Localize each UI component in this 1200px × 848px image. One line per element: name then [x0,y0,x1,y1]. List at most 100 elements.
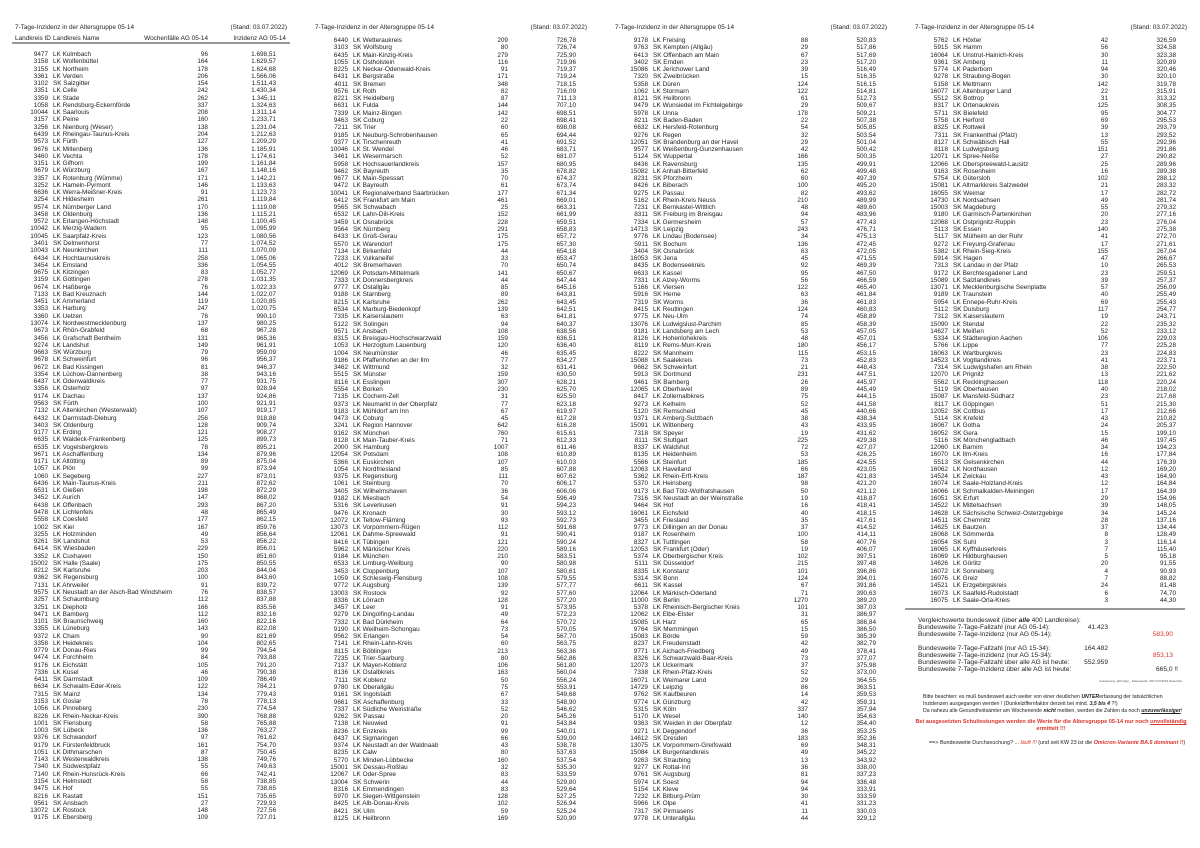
cases-all-label: Bundesweite 7-Tage-Fallzahl über alle AG… [918,659,1070,666]
incidence: 580,98 [556,560,576,568]
table-row: 7132 LK Altenkirchen (Westerwald) 107 919,1… [0,407,300,414]
table-row: 14713 SK Leipzig 243 476,71 [600,226,900,233]
table-row: 16075 LK Saale-Orla-Kreis 3 44,30 [900,597,1200,604]
landkreis-name: SK Memmingen [653,625,699,633]
incidence: 276,04 [1156,218,1176,226]
landkreis-name: SK Worms [653,298,684,306]
table-row: 5762 LK Höxter 42 326,59 [900,37,1200,44]
table-row: 9773 LK Dillingen an der Donau 37 414,52 [600,524,900,531]
landkreis-id: 10042 [30,225,48,233]
landkreis-name: LK Rostock [53,807,86,815]
weekly-cases: 48 [800,204,808,212]
weekly-cases: 122 [197,683,208,691]
weekly-cases: 136 [797,240,808,248]
weekly-cases: 85 [500,284,508,292]
table-row: 14628 LK Sächsische Schweiz-Osterzgebirge… [900,510,1200,517]
table-row: 15091 LK Wittenberg 43 433,95 [600,422,900,429]
table-row: 14625 LK Bautzen 37 134,44 [900,524,1200,531]
weekly-cases: 99 [200,465,208,473]
weekly-cases: 23 [1100,269,1108,277]
table-row: 5558 LK Coesfeld 177 862,15 [0,516,300,523]
table-row: 9190 LK Weilheim-Schongau 73 570,05 [300,626,600,633]
landkreis-name: LK Prignitz [953,371,984,379]
table-row: 8315 LK Breisgau-Hochschwarzwald 159 636,51 [300,335,600,342]
table-row: 9180 LK Garmisch-Partenkirchen 20 277,16 [900,211,1200,218]
incidence: 793,88 [256,654,276,662]
incidence: 526,94 [556,800,576,808]
weekly-cases: 36 [800,764,808,771]
table-row: 5758 LK Herford 69 295,53 [900,117,1200,124]
incidence: 418,15 [856,509,876,517]
weekly-cases: 90 [500,560,508,568]
table-row: 1003 SK Lübeck 136 763,27 [0,727,300,734]
weekly-cases: 171 [197,174,208,182]
incidence: 719,96 [556,58,576,66]
landkreis-id: 12064 [630,589,648,597]
landkreis-id: 7331 [633,276,648,284]
table-row: 15082 LK Anhalt-Bitterfeld 62 499,48 [600,168,900,175]
incidence: 448,43 [856,364,876,372]
weekly-cases: 144 [497,102,508,110]
landkreis-name: LK Peine [53,116,79,124]
incidence: 1.020,75 [251,305,276,313]
incidence-0514-label: Bundesweite 7-Tage-Inzidenz (nur AG 05-1… [918,631,1052,638]
incidence: 961,91 [256,341,276,349]
weekly-cases: 307 [497,378,508,386]
table-row: 10042 LK Merzig-Wadern 95 1.095,99 [0,225,300,232]
landkreis-name: LK Vulkaneifel [353,255,394,263]
conclusion-line: ==> Bundesweite Durchseuchung? ... läuft… [929,740,1185,746]
incidence: 364,55 [856,676,876,684]
weekly-cases: 82 [500,87,508,95]
weekly-cases: 109 [197,676,208,684]
weekly-cases: 54 [500,633,508,641]
weekly-cases: 461 [497,196,508,204]
landkreis-id: 16054 [930,538,948,546]
landkreis-name: LK Calw [353,749,377,757]
incidence: 540,01 [556,727,576,735]
weekly-cases: 49 [800,749,808,757]
landkreis-name: LK Steinfurt [653,458,687,466]
incidence: 643,45 [556,298,576,306]
weekly-cases: 89 [500,291,508,299]
incidence: 289,96 [1156,160,1176,168]
table-row: 8119 LK Rems-Murr-Kreis 180 456,17 [600,342,900,349]
weekly-cases: 642 [497,422,508,430]
incidence: 315,91 [1156,87,1176,95]
warning-text: Bei ausgesetzten Schultestungen werden d… [915,719,1151,725]
table-row: 6414 SK Wiesbaden 229 856,01 [0,545,300,552]
weekly-cases: 108 [497,327,508,335]
landkreis-name: LK Merzig-Wadern [53,225,107,233]
landkreis-id: 9461 [633,378,648,386]
landkreis-id: 9178 [633,37,648,44]
landkreis-name: SK Offenbach am Main [653,51,719,59]
landkreis-id: 5711 [934,109,948,117]
landkreis-id: 9574 [33,203,48,211]
landkreis-id: 9187 [633,531,648,539]
table-row: 7138 LK Neuwied 91 543,84 [300,720,600,727]
landkreis-name: SK Berlin [653,596,680,604]
table-row: 3157 LK Peine 160 1.233,71 [0,116,300,123]
table-row: 9271 LK Deggendorf 36 353,25 [600,728,900,735]
weekly-cases: 17 [1100,487,1108,495]
weekly-cases: 225 [797,436,808,444]
landkreis-name: SK Würzburg [53,349,92,357]
weekly-cases: 31 [1100,95,1108,103]
table-row: 8127 LK Schwäbisch Hall 55 292,96 [900,139,1200,146]
table-row: 5124 SK Wuppertal 166 500,35 [600,153,900,160]
landkreis-id: 10046 [330,146,348,154]
weekly-cases: 37 [1100,524,1108,532]
weekly-cases: 99 [500,727,508,735]
landkreis-id: 12060 [930,444,948,452]
landkreis-id: 6636 [33,189,48,197]
incidence: 606,17 [556,480,576,488]
table-row: 16052 SK Gera 15 199,10 [900,430,1200,437]
incidence: 90,93 [1160,567,1176,575]
landkreis-name: LK Rhein-Erft-Kreis [653,473,709,481]
incidence: 471,55 [856,255,876,263]
column-header-name: Landkreis Name [53,35,100,42]
landkreis-name: SK Potsdam [353,451,389,459]
weekly-cases: 17 [1100,240,1108,248]
landkreis-id: 5774 [933,66,948,74]
weekly-cases: 96 [200,51,208,58]
landkreis-id: 16062 [930,465,948,473]
